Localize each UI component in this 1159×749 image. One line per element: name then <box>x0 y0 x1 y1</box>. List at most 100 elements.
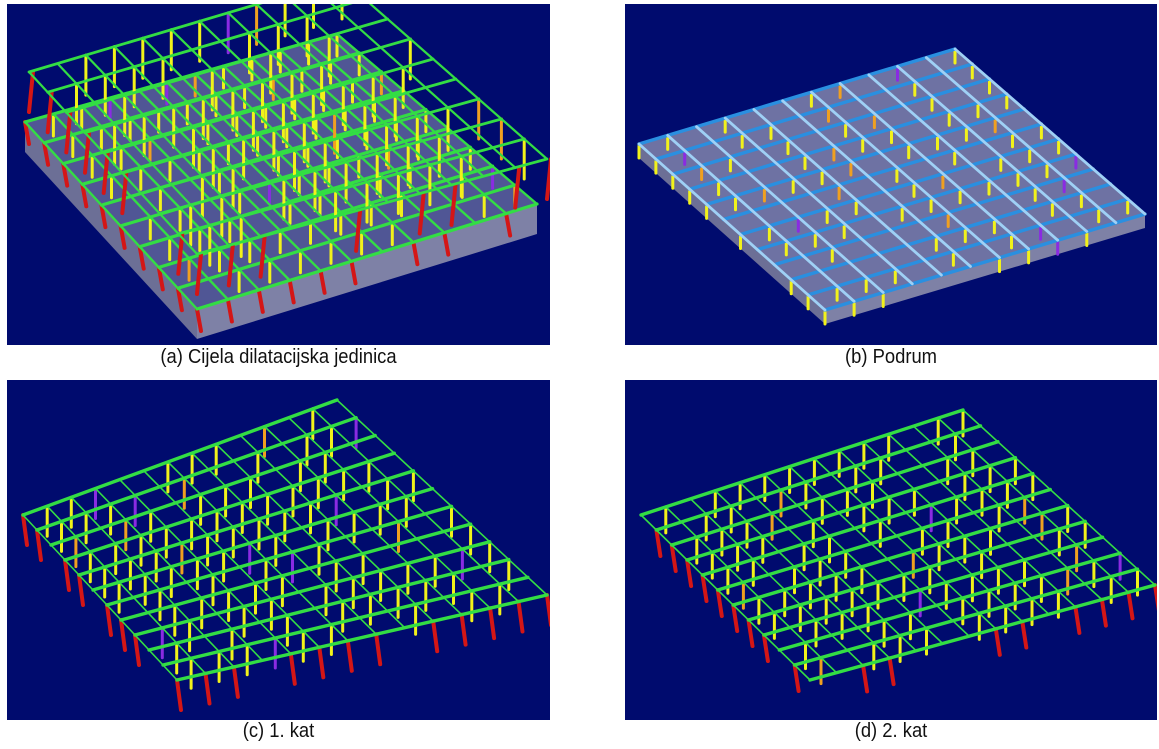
beam <box>77 469 416 577</box>
column <box>99 203 108 230</box>
column <box>516 599 525 634</box>
column <box>77 573 85 607</box>
caption-c: (c) 1. kat <box>242 720 315 742</box>
beam <box>215 443 406 629</box>
beam <box>193 72 384 253</box>
beam <box>263 425 463 616</box>
beam <box>809 90 1001 260</box>
column <box>258 234 267 279</box>
beam <box>94 487 264 662</box>
column <box>861 663 870 694</box>
column <box>317 645 326 680</box>
column <box>411 240 420 267</box>
beam <box>838 82 1031 251</box>
beam <box>666 133 856 303</box>
column <box>685 558 694 588</box>
column <box>120 171 129 216</box>
column <box>449 182 458 227</box>
beam <box>255 4 453 186</box>
column <box>203 671 212 706</box>
caption-b: (b) Podrum <box>844 346 938 368</box>
beam <box>105 504 454 607</box>
column <box>1099 597 1108 628</box>
beam <box>63 451 396 562</box>
column <box>792 663 801 693</box>
caption-d: (d) 2. kat <box>854 720 928 742</box>
column <box>175 678 183 712</box>
column <box>137 244 146 271</box>
beam <box>118 478 292 655</box>
beam <box>49 433 377 547</box>
column <box>669 543 678 573</box>
beam <box>161 575 530 667</box>
column <box>21 513 29 547</box>
beam <box>764 473 944 645</box>
column <box>545 593 550 627</box>
beam <box>175 593 549 682</box>
beam <box>664 506 838 674</box>
beam <box>912 425 1103 601</box>
column <box>993 626 1002 657</box>
column <box>1073 604 1082 635</box>
beam <box>896 64 1089 233</box>
column <box>225 297 234 324</box>
beam <box>83 37 412 135</box>
beam <box>716 487 1052 592</box>
beam <box>227 11 421 195</box>
beam <box>46 505 207 675</box>
beam <box>721 122 1044 222</box>
column <box>731 603 740 633</box>
column <box>1020 619 1029 650</box>
column <box>654 528 663 558</box>
column <box>133 633 141 667</box>
beam <box>838 449 1024 623</box>
beam <box>46 4 353 94</box>
column <box>195 307 203 333</box>
beam <box>637 47 957 146</box>
beam <box>755 152 1078 252</box>
beam <box>102 57 435 155</box>
column <box>42 140 51 167</box>
beam <box>670 440 1000 547</box>
beam <box>746 519 1087 622</box>
column <box>761 633 770 663</box>
panel-first-floor <box>7 380 550 720</box>
beam <box>781 99 972 268</box>
beam <box>738 137 1061 237</box>
column <box>287 278 296 305</box>
column <box>45 90 54 135</box>
beam <box>133 540 492 637</box>
beam <box>689 498 864 667</box>
beam <box>808 583 1157 682</box>
beam <box>22 514 178 681</box>
column <box>80 182 89 209</box>
column <box>887 656 896 687</box>
front-left-wall <box>639 144 825 324</box>
column <box>231 664 240 699</box>
beam <box>762 535 1105 637</box>
column <box>488 606 497 641</box>
column <box>431 619 440 654</box>
beam <box>195 157 549 256</box>
panel-basement <box>625 4 1157 345</box>
front-right-wall <box>825 214 1145 324</box>
caption-a: (a) Cijela dilatacijska jedinica <box>160 346 397 368</box>
column <box>545 157 550 201</box>
beam <box>167 461 349 642</box>
beam <box>27 70 199 256</box>
beam <box>23 120 199 311</box>
column <box>318 268 327 295</box>
beam <box>137 88 322 272</box>
column <box>63 558 71 592</box>
column <box>1153 583 1157 612</box>
beam <box>813 457 997 630</box>
beam <box>695 125 885 294</box>
beam <box>863 441 1050 615</box>
column <box>195 252 203 296</box>
column <box>1126 590 1135 621</box>
model-view-whole-unit <box>23 4 550 339</box>
beam <box>731 503 1070 607</box>
beam <box>64 17 390 114</box>
beam <box>937 417 1130 594</box>
model-view-second-floor <box>639 408 1157 694</box>
